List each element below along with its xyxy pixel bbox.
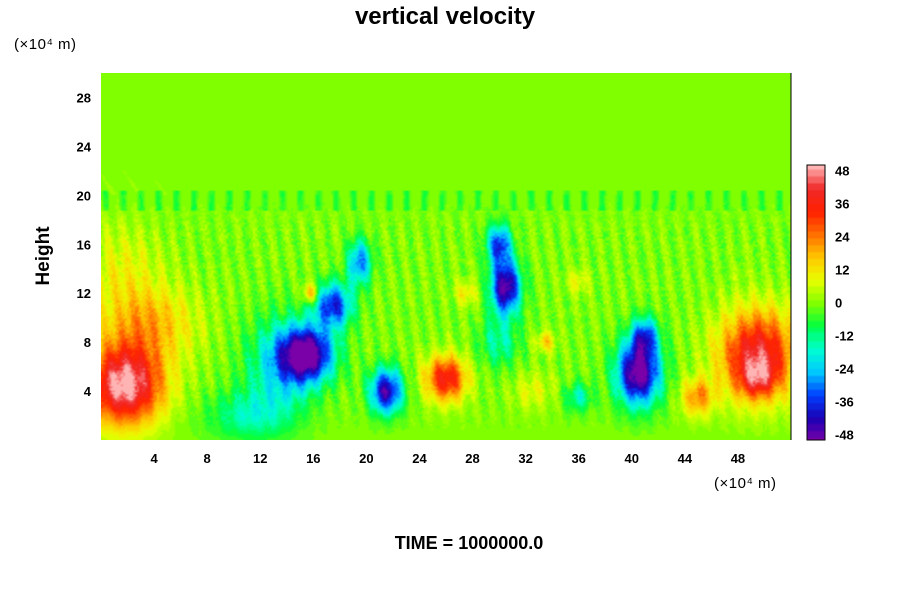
y-tick-label: 28: [77, 90, 91, 105]
colorbar-tick-label: -36: [835, 395, 854, 410]
x-tick-label: 8: [204, 451, 211, 466]
x-tick-labels: 4 8 12 16 20 24 28 32 36 40 44 48: [150, 451, 745, 466]
colorbar-tick-label: -48: [835, 428, 854, 443]
colorbar: 48 36 24 12 0 -12 -24 -36 -48: [806, 164, 855, 443]
x-unit-label: (×10⁴ m): [714, 475, 777, 492]
time-label: TIME = 1000000.0: [395, 533, 544, 553]
x-tick-label: 32: [518, 451, 532, 466]
chart-title: vertical velocity: [355, 3, 536, 30]
heatmap-field: [101, 73, 791, 440]
x-tick-label: 48: [731, 451, 745, 466]
x-tick-label: 12: [253, 451, 267, 466]
y-tick-label: 8: [84, 335, 91, 350]
colorbar-tick-label: 36: [835, 197, 849, 212]
colorbar-tick-labels: 48 36 24 12 0 -12 -24 -36 -48: [835, 164, 855, 443]
y-tick-label: 4: [84, 384, 92, 399]
x-tick-label: 28: [465, 451, 479, 466]
colorbar-tick-label: 48: [835, 164, 849, 179]
y-tick-label: 20: [77, 188, 91, 203]
colorbar-tick-label: -12: [835, 329, 854, 344]
colorbar-tick-label: 24: [835, 230, 850, 245]
x-tick-label: 44: [678, 451, 693, 466]
x-tick-label: 24: [412, 451, 427, 466]
x-tick-label: 40: [625, 451, 639, 466]
colorbar-tick-label: 12: [835, 263, 849, 278]
x-tick-label: 20: [359, 451, 373, 466]
y-axis-title: Height: [33, 226, 54, 286]
x-tick-label: 36: [571, 451, 585, 466]
x-tick-label: 16: [306, 451, 320, 466]
y-tick-labels: 4 8 12 16 20 24 28: [77, 90, 92, 399]
y-tick-label: 24: [77, 139, 92, 154]
x-tick-label: 4: [150, 451, 158, 466]
y-tick-label: 12: [77, 286, 91, 301]
colorbar-gradient: [807, 165, 825, 440]
colorbar-tick-label: 0: [835, 296, 842, 311]
colorbar-frame: [806, 164, 826, 441]
colorbar-tick-label: -24: [835, 362, 855, 377]
plot-area: [101, 73, 792, 440]
y-tick-label: 16: [77, 237, 91, 252]
y-unit-label: (×10⁴ m): [14, 36, 77, 53]
